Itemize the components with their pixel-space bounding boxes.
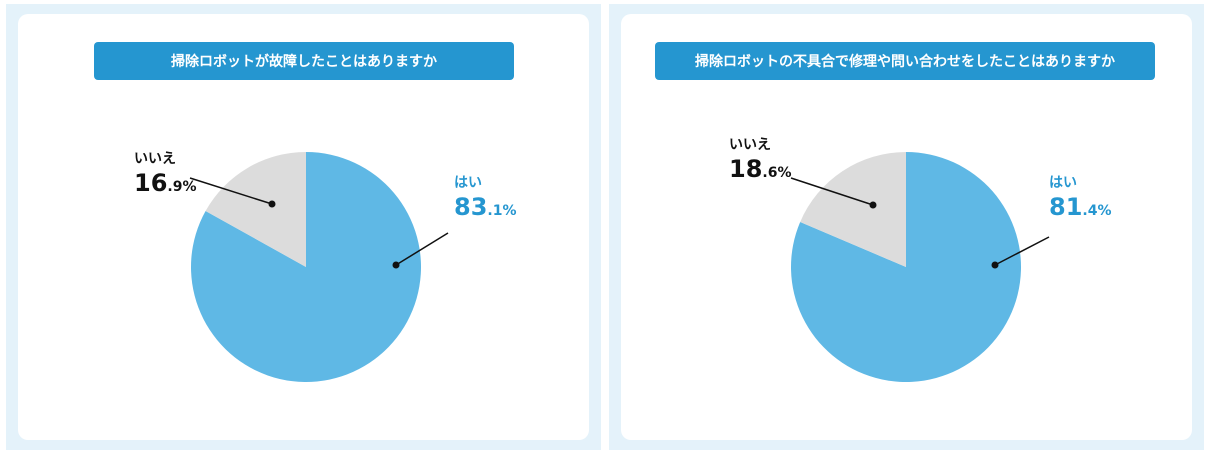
no-value-int-2: 18 [729, 155, 763, 183]
yes-value-dec-2: .4% [1082, 203, 1112, 219]
leader-line-no [189, 177, 273, 205]
leader-dot-no [268, 200, 276, 208]
chart-panel-2: 掃除ロボットの不具合で修理や問い合わせをしたことはありますか いいえ 18.6%… [609, 4, 1204, 450]
leader-dot-no [869, 201, 877, 209]
leader-dot-yes [991, 261, 999, 269]
yes-label-1: はい 83.1% [454, 174, 517, 222]
yes-name-1: はい [454, 175, 482, 191]
chart-title-1: 掃除ロボットが故障したことはありますか [94, 42, 514, 80]
no-value-dec-1: .9% [167, 179, 197, 195]
chart-card-1: 掃除ロボットが故障したことはありますか いいえ 16.9% はい 83.1% [18, 14, 589, 440]
no-label-1: いいえ 16.9% [134, 150, 197, 198]
chart-title-2: 掃除ロボットの不具合で修理や問い合わせをしたことはありますか [655, 42, 1155, 80]
pie-slice-no [205, 152, 306, 267]
no-label-2: いいえ 18.6% [729, 136, 792, 184]
leader-dot-yes [392, 261, 400, 269]
yes-value-int-2: 81 [1049, 193, 1083, 221]
no-value-dec-2: .6% [762, 165, 792, 181]
no-name-2: いいえ [729, 137, 771, 153]
leader-line-no [790, 177, 874, 206]
yes-value-dec-1: .1% [487, 203, 517, 219]
leader-line-yes [395, 232, 449, 266]
pie-chart-2 [790, 152, 1050, 382]
no-name-1: いいえ [134, 151, 176, 167]
yes-name-2: はい [1049, 175, 1077, 191]
pie-slice-no [800, 152, 906, 267]
no-value-int-1: 16 [134, 169, 168, 197]
chart-card-2: 掃除ロボットの不具合で修理や問い合わせをしたことはありますか いいえ 18.6%… [621, 14, 1192, 440]
leader-line-yes [994, 236, 1050, 266]
pie-chart-1 [189, 152, 449, 382]
yes-label-2: はい 81.4% [1049, 174, 1112, 222]
yes-value-int-1: 83 [454, 193, 488, 221]
chart-panel-1: 掃除ロボットが故障したことはありますか いいえ 16.9% はい 83.1% [6, 4, 601, 450]
